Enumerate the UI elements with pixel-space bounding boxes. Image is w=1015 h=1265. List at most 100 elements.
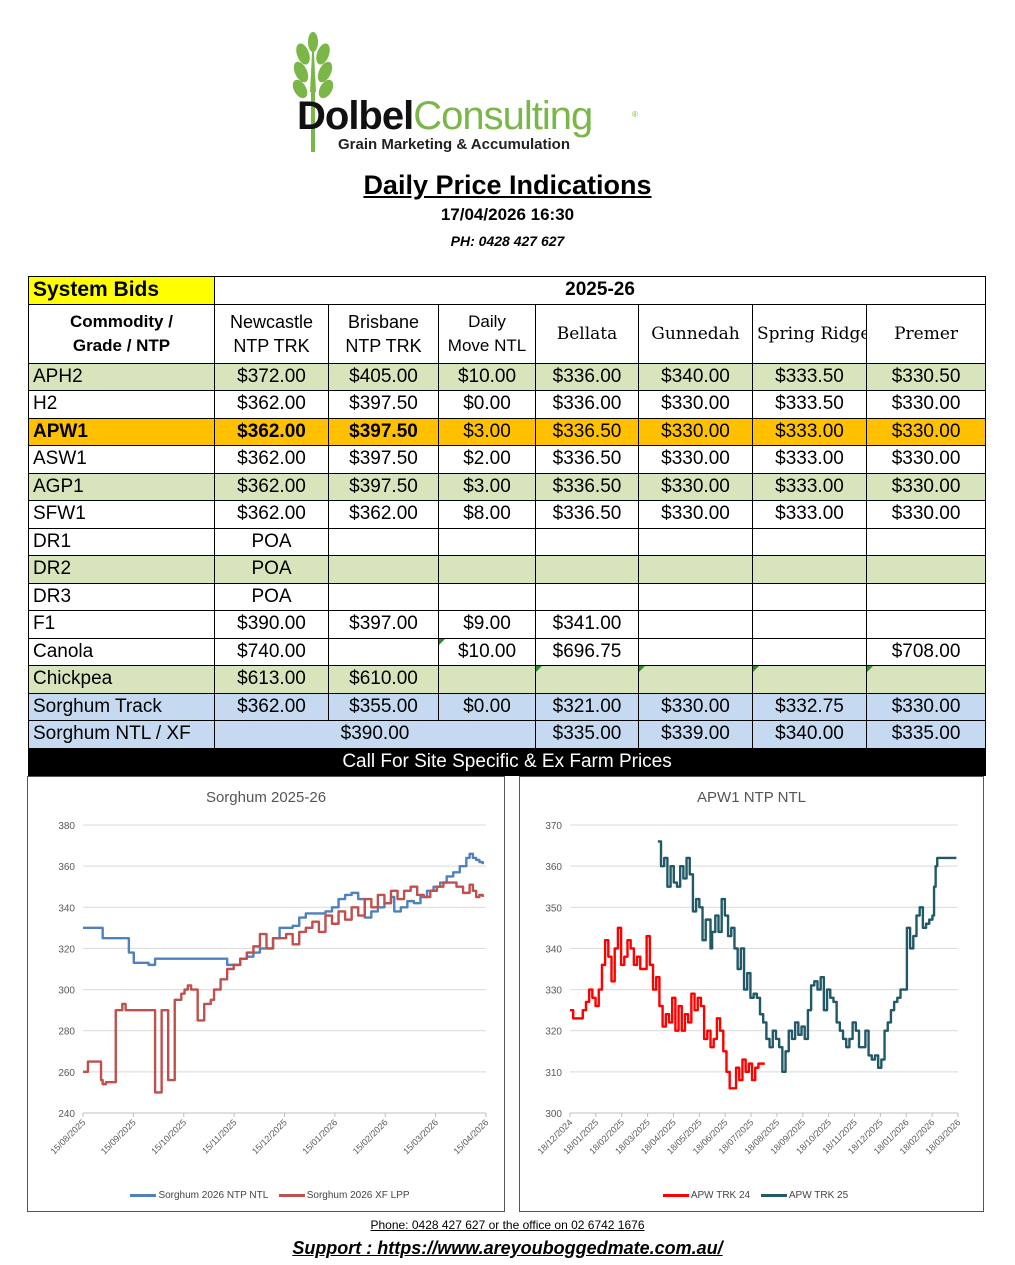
grade-cell: ASW1 bbox=[28, 445, 215, 474]
price-cell-newcastle: POA bbox=[214, 582, 329, 611]
series-line-1 bbox=[657, 840, 957, 1074]
legend-label-xf: Sorghum 2026 XF LPP bbox=[306, 1190, 410, 1201]
column-header-row: Commodity / Grade / NTP Newcastle NTP TR… bbox=[28, 303, 987, 364]
y-tick-label: 370 bbox=[545, 821, 562, 832]
price-cell-spring-ridge: $332.75 bbox=[752, 692, 867, 721]
col-spring-ridge: Spring Ridge bbox=[752, 303, 867, 364]
price-cell-newcastle: $362.00 bbox=[214, 390, 329, 419]
table-row: AGP1 $362.00 $397.50 $3.00 $336.50 $330.00 $33… bbox=[28, 472, 987, 501]
y-tick-label: 340 bbox=[545, 944, 562, 955]
x-tick-label: 15/04/2026 bbox=[451, 1117, 490, 1156]
price-cell-spring-ridge: $333.50 bbox=[752, 390, 867, 419]
y-tick-label: 310 bbox=[545, 1068, 562, 1079]
table-row-sorghum-ntl: Sorghum NTL / XF $390.00 $335.00 $339.00… bbox=[28, 720, 987, 749]
col-bellata: Bellata bbox=[535, 303, 639, 364]
sorghum-chart: Sorghum 2025-26 240 260 280 300 320 340 360 380… bbox=[27, 776, 505, 1212]
col-commodity: Commodity / Grade / NTP bbox=[28, 303, 215, 364]
col-daily-move: Daily Move NTL bbox=[438, 303, 536, 364]
price-cell-daily-move bbox=[438, 555, 536, 584]
price-cell-spring-ridge bbox=[752, 665, 867, 694]
logo-tagline: Grain Marketing & Accumulation bbox=[338, 136, 570, 153]
price-cell-newcastle: $740.00 bbox=[214, 637, 329, 666]
price-cell-bellata: $321.00 bbox=[535, 692, 639, 721]
price-cell-bellata bbox=[535, 555, 639, 584]
legend-swatch-xf bbox=[278, 1193, 305, 1197]
price-rows: APH2 $372.00 $405.00 $10.00 $336.00 $340.00 $3… bbox=[28, 362, 987, 721]
price-cell-daily-move: $3.00 bbox=[438, 472, 536, 501]
price-cell-newcastle: $362.00 bbox=[214, 445, 329, 474]
apw1-chart-plot: 30031032033034035036037018/12/202418/01/… bbox=[535, 821, 962, 1156]
price-cell-gunnedah bbox=[638, 555, 753, 584]
col-brisbane-line1: Brisbane bbox=[347, 311, 420, 332]
call-banner: Call For Site Specific & Ex Farm Prices bbox=[27, 747, 987, 776]
price-cell-spring-ridge bbox=[752, 582, 867, 611]
table-row: F1 $390.00 $397.00 $9.00 $341.00 bbox=[28, 610, 987, 639]
series-line-0 bbox=[83, 852, 484, 967]
price-cell-newcastle: $362.00 bbox=[214, 417, 329, 446]
x-tick-label: 15/03/2026 bbox=[401, 1117, 440, 1156]
sorghum-chart-legend: Sorghum 2026 NTP NTL Sorghum 2026 XF LPP bbox=[28, 1190, 504, 1201]
col-commodity-line2: Grade / NTP bbox=[72, 335, 171, 355]
col-newcastle-line1: Newcastle bbox=[229, 311, 314, 332]
table-row: DR1 POA bbox=[28, 527, 987, 556]
price-cell-daily-move: $8.00 bbox=[438, 500, 536, 529]
price-cell-daily-move: $9.00 bbox=[438, 610, 536, 639]
price-cell-newcastle: $372.00 bbox=[214, 362, 329, 391]
col-brisbane-line2: NTP TRK bbox=[345, 335, 422, 356]
price-cell-brisbane: $355.00 bbox=[328, 692, 439, 721]
apw1-chart-title: APW1 NTP NTL bbox=[697, 789, 806, 806]
support-link[interactable]: Support : https://www.areyouboggedmate.c… bbox=[292, 1238, 723, 1258]
price-cell-gunnedah bbox=[638, 637, 753, 666]
logo-wordmark: DolbelConsulting bbox=[297, 94, 593, 138]
sorghum-ntl-port-value: $390.00 bbox=[214, 720, 536, 749]
table-row: Canola $740.00 $10.00 $696.75 $708.00 bbox=[28, 637, 987, 666]
table-row: ASW1 $362.00 $397.50 $2.00 $336.50 $330.00 $33… bbox=[28, 445, 987, 474]
y-tick-label: 360 bbox=[58, 862, 75, 873]
price-cell-newcastle: POA bbox=[214, 527, 329, 556]
page-datetime: 17/04/2026 16:30 bbox=[440, 205, 575, 224]
grade-cell: APW1 bbox=[28, 417, 215, 446]
price-cell-daily-move bbox=[438, 582, 536, 611]
price-cell-premer bbox=[865, 665, 987, 694]
logo-brand-green: Consulting bbox=[413, 94, 593, 138]
x-tick-label: 15/02/2026 bbox=[351, 1117, 390, 1156]
price-cell-brisbane bbox=[328, 555, 439, 584]
y-tick-label: 380 bbox=[58, 821, 75, 832]
price-cell-spring-ridge: $333.00 bbox=[752, 445, 867, 474]
price-cell-newcastle: $613.00 bbox=[214, 665, 329, 694]
y-tick-label: 360 bbox=[545, 862, 562, 873]
y-tick-label: 320 bbox=[58, 944, 75, 955]
price-cell-daily-move: $10.00 bbox=[438, 362, 536, 391]
legend-swatch-ntp bbox=[130, 1193, 157, 1197]
price-cell-brisbane: $397.50 bbox=[328, 445, 439, 474]
sorghum-ntl-premer: $335.00 bbox=[865, 720, 987, 749]
sorghum-ntl-spring-ridge: $340.00 bbox=[752, 720, 867, 749]
price-cell-brisbane: $397.50 bbox=[328, 417, 439, 446]
y-tick-label: 350 bbox=[545, 903, 562, 914]
col-newcastle-line2: NTP TRK bbox=[233, 335, 310, 356]
col-daily-move-line2: Move NTL bbox=[447, 335, 527, 355]
price-cell-premer: $330.50 bbox=[865, 362, 987, 391]
page-title: Daily Price Indications bbox=[363, 170, 652, 200]
price-cell-newcastle: POA bbox=[214, 555, 329, 584]
price-cell-bellata: $336.50 bbox=[535, 445, 639, 474]
sorghum-ntl-bellata: $335.00 bbox=[535, 720, 639, 749]
y-tick-label: 260 bbox=[58, 1068, 75, 1079]
legend-swatch-apw24 bbox=[662, 1193, 689, 1197]
y-tick-label: 330 bbox=[545, 986, 562, 997]
price-cell-spring-ridge bbox=[752, 527, 867, 556]
footer-phone: Phone: 0428 427 627 or the office on 02 … bbox=[370, 1218, 645, 1232]
table-row: Sorghum Track $362.00 $355.00 $0.00 $321.00 $… bbox=[28, 692, 987, 721]
price-cell-spring-ridge bbox=[752, 637, 867, 666]
col-brisbane: Brisbane NTP TRK bbox=[328, 303, 439, 364]
grade-cell: H2 bbox=[28, 390, 215, 419]
table-row: Chickpea $613.00 $610.00 bbox=[28, 665, 987, 694]
series-line-0 bbox=[570, 926, 765, 1090]
price-cell-daily-move: $2.00 bbox=[438, 445, 536, 474]
price-cell-brisbane: $362.00 bbox=[328, 500, 439, 529]
price-cell-gunnedah bbox=[638, 527, 753, 556]
price-cell-gunnedah: $330.00 bbox=[638, 500, 753, 529]
price-cell-gunnedah: $330.00 bbox=[638, 472, 753, 501]
price-cell-premer bbox=[865, 527, 987, 556]
price-cell-brisbane: $397.00 bbox=[328, 610, 439, 639]
